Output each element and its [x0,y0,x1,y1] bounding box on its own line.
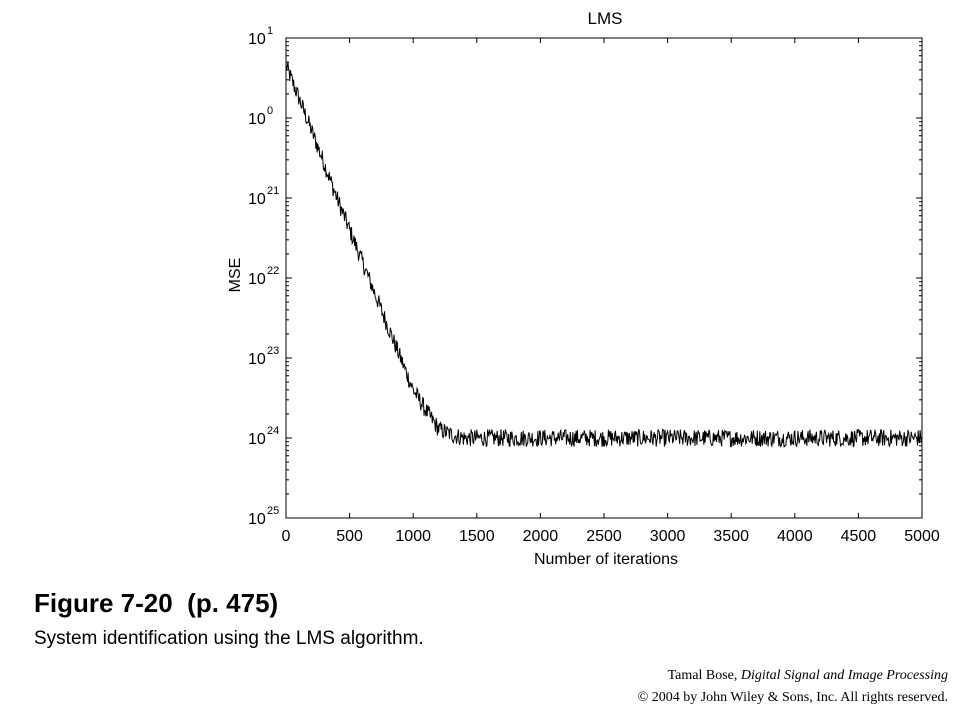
x-tick-label: 2500 [586,528,622,545]
credit-author: Tamal Bose, [667,668,741,683]
plot-frame [285,37,923,519]
y-tick-exponent: 0 [267,105,273,117]
y-tick-label: 10 [248,111,266,128]
x-tick-label: 3500 [713,528,749,545]
copyright-line: © 2004 by John Wiley & Sons, Inc. All ri… [637,690,948,705]
y-tick-exponent: 21 [267,185,279,197]
x-tick-label: 0 [282,528,291,545]
figure-caption: System identification using the LMS algo… [34,628,424,649]
x-ticks: 0 500 1000 1500 2000 2500 3000 3500 4000 4500 5000 [282,38,940,545]
chart-title: LMS [588,9,623,28]
y-tick-label: 10 [248,351,266,368]
x-tick-label: 2000 [523,528,559,545]
y-tick-exponent: 23 [267,345,279,357]
x-axis-label: Number of iterations [534,551,678,568]
figure-title: Figure 7-20 (p. 475) [34,588,279,618]
credit-book: Digital Signal and Image Processing [740,668,948,683]
y-tick-label: 10 [248,191,266,208]
x-tick-label: 1000 [395,528,431,545]
x-tick-label: 4500 [841,528,877,545]
y-tick-exponent: 1 [267,25,273,37]
x-tick-label: 500 [336,528,363,545]
y-tick-label: 10 [248,511,266,528]
y-tick-exponent: 24 [267,425,279,437]
credit-line: Tamal Bose, Digital Signal and Image Pro… [668,668,948,684]
x-tick-label: 5000 [904,528,940,545]
y-tick-label: 10 [248,431,266,448]
x-tick-label: 3000 [650,528,686,545]
x-tick-label: 1500 [459,528,495,545]
y-tick-label: 10 [248,271,266,288]
y-tick-exponent: 22 [267,265,279,277]
x-tick-label: 4000 [777,528,813,545]
series-line-mse [285,61,923,449]
y-axis-label: MSE [227,258,244,293]
y-tick-exponent: 25 [267,505,279,517]
y-tick-label: 10 [248,31,266,48]
